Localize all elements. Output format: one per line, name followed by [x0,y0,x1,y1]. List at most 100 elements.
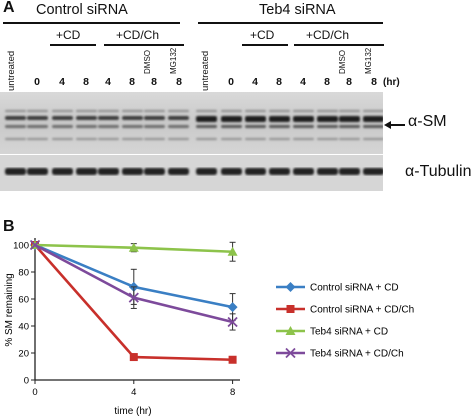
sm-band-lower [27,125,48,128]
x-tick-label: 4 [131,387,136,398]
sm-band-minor [52,138,73,140]
sm-band-lower [76,125,97,128]
sm-band-minor [27,138,48,140]
sm-band-upper [168,110,189,112]
y-axis-label: % SM remaining [4,273,15,346]
sm-band [168,116,189,120]
tubulin-band [76,168,97,175]
sm-band-minor [293,138,314,140]
sm-band-minor [339,138,360,140]
tubulin-band [293,168,314,175]
legend-label: Control siRNA + CD/Ch [310,305,414,316]
data-point [29,239,41,251]
sm-band [293,116,314,122]
sm-band-minor [363,138,383,140]
tubulin-band [98,168,119,175]
sm-band-upper [122,110,143,112]
line-chart: 0 20 40 60 80 100 0 4 8 % SM remaining time (hr)… [4,238,414,417]
group-title-control-sirna: Control siRNA [36,2,128,18]
sm-band-upper [269,110,290,112]
data-point [285,282,296,292]
sm-band-lower [339,125,360,128]
sm-arrow-icon [384,117,406,135]
sm-band-upper [317,110,338,112]
lane-mg132-teb4: MG132 [364,47,373,74]
sm-band-minor [76,138,97,140]
sm-band-lower [196,125,217,128]
tubulin-band [339,168,360,175]
sm-band-lower [5,125,26,128]
group-underline-control [3,22,180,24]
tubulin-band [27,168,48,175]
data-point [286,305,295,313]
sm-band-upper [245,110,266,112]
sm-band-upper [76,110,97,112]
sm-band-upper [221,110,242,112]
time-unit-label: (hr) [383,77,400,88]
sm-band-upper [363,110,383,112]
lane-4-cdch-teb4: 4 [300,76,306,88]
data-point [227,246,238,256]
legend-item: Teb4 siRNA + CD/Ch [276,347,404,360]
y-tick-label: 80 [18,268,29,279]
tubulin-blot-image [0,155,383,191]
tubulin-band [122,168,143,175]
group-title-teb4-sirna: Teb4 siRNA [259,2,336,18]
sm-band [363,116,383,122]
x-axis-label: time (hr) [114,406,151,417]
data-point [128,292,139,303]
legend-label: Teb4 siRNA + CD/Ch [310,349,404,360]
legend-label: Teb4 siRNA + CD [310,327,388,338]
lane-8-dmso-control: 8 [151,76,157,88]
lane-8-cdch-teb4: 8 [324,76,330,88]
data-point [128,242,139,252]
sm-band-upper [144,110,165,112]
sm-band-minor [269,138,290,140]
lane-dmso-teb4: DMSO [338,50,347,74]
data-point [285,347,296,359]
data-point [129,353,138,362]
x-tick-label: 8 [230,387,235,398]
sm-band-lower [221,125,242,128]
data-point [228,355,237,364]
sm-band [144,116,165,120]
tubulin-band [196,168,217,175]
subgroup-underline-cdch-teb4 [294,44,384,46]
data-point [227,302,238,313]
sm-band-minor [5,138,26,140]
sm-band-lower [144,125,165,128]
sm-band [122,116,143,120]
sm-band-minor [221,138,242,140]
subgroup-cdch-teb4: +CD/Ch [306,28,350,42]
sm-band-upper [293,110,314,112]
sm-band-lower [98,125,119,128]
sm-band-minor [317,138,338,140]
sm-band-minor [98,138,119,140]
sm-band [221,116,242,122]
sm-band-lower [168,125,189,128]
sm-band-lower [269,125,290,128]
sm-band [269,116,290,122]
sm-western-blot [0,92,383,154]
legend-item: Control siRNA + CD/Ch [276,305,414,316]
sm-blot-image [0,92,383,154]
legend-label: Control siRNA + CD [310,283,399,294]
y-tick-label: 60 [18,295,29,306]
chart-axes [34,238,240,381]
subgroup-underline-cdch-control [104,44,184,46]
data-point [227,316,238,328]
sm-band-upper [196,110,217,112]
lane-mg132-control: MG132 [169,47,178,74]
sm-band-upper [5,110,26,112]
sm-band [245,116,266,122]
sm-band [52,116,73,120]
tubulin-band [245,168,266,175]
sm-band [27,116,48,120]
y-tick-label: 40 [18,322,29,333]
lane-4-cdch-control: 4 [105,76,111,88]
sm-band-minor [122,138,143,140]
sm-band-lower [317,125,338,128]
tubulin-band [168,168,189,175]
subgroup-cd-control: +CD [56,28,81,42]
group-underline-teb4 [198,22,383,24]
